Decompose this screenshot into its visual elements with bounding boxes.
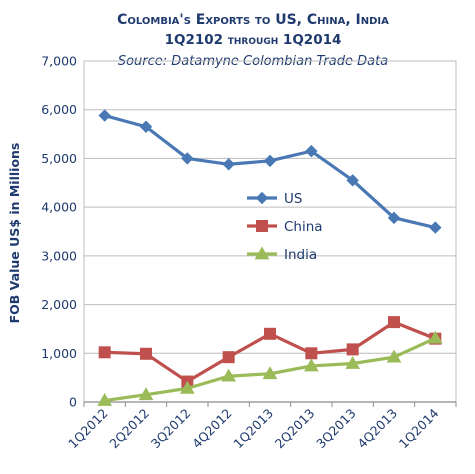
y-axis-label: FOB Value US$ in Millions [7, 143, 22, 324]
legend-marker [256, 220, 268, 232]
legend-label: US [284, 191, 302, 207]
y-tick-label: 0 [69, 395, 77, 410]
x-tick-label: 1Q2014 [396, 405, 442, 451]
series-india [97, 330, 443, 406]
y-tick-label: 1,000 [41, 346, 77, 361]
data-point [346, 174, 359, 187]
plot-area [83, 60, 457, 403]
x-tick-label: 1Q2012 [65, 406, 111, 452]
legend-label: India [284, 247, 317, 263]
legend-label: China [284, 219, 323, 235]
y-tick-label: 4,000 [41, 200, 77, 215]
data-point [181, 152, 194, 165]
gridlines [84, 60, 456, 354]
data-point [386, 349, 402, 363]
x-tick-label: 4Q2012 [189, 406, 235, 452]
data-point [222, 158, 235, 171]
data-point [263, 154, 277, 168]
data-point [429, 221, 442, 234]
x-tick-label: 3Q2013 [313, 406, 359, 452]
x-tick-label: 2Q2013 [272, 406, 318, 452]
data-point [264, 327, 276, 340]
chart-title-group: Colombia's Exports to US, China, India 1… [117, 12, 389, 69]
series-us [98, 109, 442, 234]
x-tick-label: 3Q2012 [148, 406, 194, 452]
legend-marker [255, 191, 269, 205]
data-point [305, 347, 318, 360]
data-point [139, 120, 153, 133]
data-point [140, 347, 152, 360]
legend: US China India [247, 191, 323, 263]
x-tick-label: 2Q2012 [106, 406, 152, 452]
data-point [222, 351, 235, 364]
y-tick-label: 3,000 [41, 248, 77, 263]
data-point [345, 356, 361, 369]
data-point [97, 393, 113, 406]
x-tick-label: 1Q2013 [230, 406, 276, 452]
y-tick-label: 5,000 [41, 151, 77, 166]
legend-item: US [247, 191, 302, 207]
data-point [305, 144, 318, 158]
data-point [387, 211, 401, 225]
x-tick-label: 4Q2013 [354, 406, 400, 452]
series-lines [97, 109, 443, 406]
legend-item: India [247, 246, 317, 263]
data-point [138, 387, 154, 401]
x-tick-labels: 1Q20122Q20123Q20124Q20121Q20132Q20133Q20… [65, 405, 441, 451]
data-point [388, 316, 400, 329]
data-point [98, 109, 111, 122]
y-tick-labels: 0 1,000 2,000 3,000 4,000 5,000 6,000 7,000 [41, 54, 77, 410]
data-point [346, 343, 359, 356]
data-point [179, 380, 195, 394]
chart-title: Colombia's Exports to US, China, India [117, 12, 389, 28]
y-tick-label: 7,000 [41, 54, 77, 69]
data-point [303, 358, 319, 372]
chart-title-line-2: 1Q2102 through 1Q2014 [165, 32, 342, 48]
series-line [104, 114, 436, 230]
data-point [262, 366, 278, 380]
y-tick-label: 2,000 [41, 297, 77, 312]
data-point [98, 346, 111, 359]
data-point [221, 368, 237, 382]
y-tick-label: 6,000 [41, 102, 77, 117]
legend-item: China [247, 219, 323, 235]
data-point [427, 330, 443, 344]
legend-marker [254, 246, 270, 260]
axes [83, 60, 457, 407]
